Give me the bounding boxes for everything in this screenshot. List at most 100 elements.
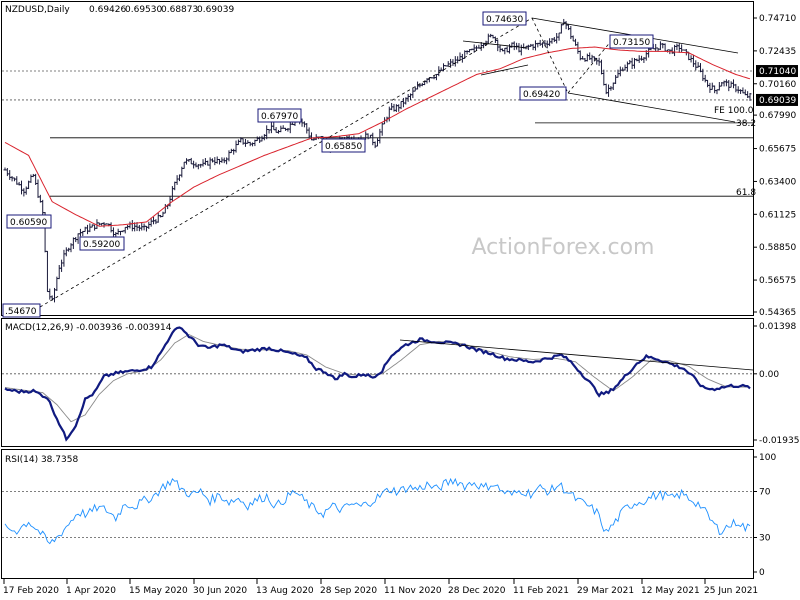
price-tick-label: 0.70160 — [759, 80, 796, 90]
ohlc-bar — [86, 224, 90, 235]
price-axis: 0.74710 0.72435 0.70160 0.67990 0.65675 0.634… — [753, 14, 798, 318]
svg-text:0.59200: 0.59200 — [83, 240, 120, 250]
price-tick-label: 0.74710 — [759, 14, 796, 24]
rsi-tick-label: 0 — [759, 568, 765, 578]
time-tick-label: 11 Nov 2020 — [384, 586, 442, 596]
ohlc-bar — [411, 87, 415, 98]
rsi-pane: 100 70 30 0 — [2, 453, 776, 578]
ohlc-bar — [279, 125, 283, 133]
ohlc-bar — [380, 122, 384, 136]
ohlc-bar — [625, 61, 629, 72]
ohlc-bar — [163, 204, 167, 214]
ohlc-bar — [453, 56, 457, 67]
ohlc-bar — [88, 223, 92, 233]
time-tick-label: 25 Jun 2021 — [704, 586, 758, 596]
ohlc-bar — [189, 157, 193, 165]
macd-tick-label: -0.019352 — [759, 436, 800, 446]
svg-text:0.74630: 0.74630 — [486, 15, 523, 25]
price-label-059200: 0.59200 — [79, 236, 125, 251]
ohlc-bar — [557, 32, 561, 41]
price-tag-label: 0.71040 — [759, 67, 796, 77]
macd-pane-frame — [1, 318, 754, 447]
ohlc-bar — [371, 132, 375, 146]
ohlc-bar — [748, 92, 752, 101]
ohlc-bar — [503, 47, 507, 55]
ohlc-bar — [703, 74, 707, 83]
rsi-tick-label: 100 — [759, 453, 776, 463]
ohlc-bar — [45, 250, 49, 293]
ohlc-bar — [708, 82, 712, 93]
price-tag-box — [756, 93, 798, 106]
moving-average-line — [4, 46, 751, 227]
rsi-tick-label: 30 — [759, 534, 771, 544]
ohlc-bar — [724, 79, 728, 87]
ohlc-open: 0.69426 — [89, 5, 126, 15]
ohlc-bar — [566, 24, 570, 31]
ohlc-bar — [538, 39, 542, 46]
ohlc-bar — [48, 288, 52, 300]
ohlc-bar — [36, 179, 40, 198]
ohlc-bar — [241, 138, 245, 145]
price-pane-frame — [1, 1, 754, 316]
ohlc-bar — [126, 224, 130, 230]
ohlc-high: 0.69530 — [125, 5, 162, 15]
svg-text:.54670: .54670 — [5, 307, 37, 317]
ohlc-bar — [210, 158, 214, 163]
time-tick-label: 13 Aug 2020 — [256, 586, 314, 596]
ohlc-bar — [60, 259, 64, 272]
ohlc-bar — [731, 79, 735, 89]
time-tick-label: 30 Jun 2020 — [193, 586, 247, 596]
ohlc-bar — [102, 222, 106, 228]
ohlc-bar — [208, 157, 212, 170]
time-tick-label: 17 Feb 2020 — [3, 586, 59, 596]
price-label-065850: 0.65850 — [321, 138, 366, 153]
ohlc-bar — [173, 181, 177, 191]
ohlc-bar — [399, 101, 403, 110]
ohlc-bar — [555, 33, 559, 44]
ohlc-bar — [24, 186, 28, 195]
price-symbol-title: NZDUSD,Daily — [5, 5, 70, 15]
channel-lower-line — [567, 92, 736, 123]
ohlc-bar — [571, 35, 575, 42]
flag-upper-line — [462, 40, 529, 49]
time-tick-label: 28 Sep 2020 — [320, 586, 377, 596]
ohlc-bar — [93, 224, 97, 231]
price-tick-label: 0.65675 — [759, 145, 796, 155]
ohlc-bar — [552, 36, 556, 43]
ohlc-bar — [376, 138, 379, 147]
svg-text:0.65850: 0.65850 — [325, 142, 362, 152]
ohlc-bar — [305, 122, 309, 134]
ohlc-bar — [5, 168, 9, 177]
ohlc-bar — [734, 83, 738, 93]
svg-text:0.67970: 0.67970 — [261, 112, 298, 122]
ohlc-bar — [213, 157, 217, 166]
ohlc-bar — [15, 176, 19, 185]
ohlc-bar — [232, 148, 236, 155]
rsi-title: RSI(14) 38.7358 — [5, 455, 78, 465]
macd-signal-line — [4, 333, 751, 423]
ohlc-bar — [526, 44, 530, 51]
price-tick-label: 0.61125 — [759, 210, 796, 220]
macd-line — [4, 326, 751, 442]
ohlc-bar — [265, 125, 269, 140]
time-tick-label: 29 Mar 2021 — [577, 586, 634, 596]
ohlc-bar — [585, 53, 589, 62]
flag-lower-line — [480, 64, 529, 76]
fib-label-fe100: FE 100.0 — [714, 106, 754, 116]
ohlc-bar — [486, 33, 490, 45]
ohlc-bar — [272, 122, 276, 131]
ohlc-bar — [729, 81, 733, 88]
ohlc-bar — [630, 57, 634, 70]
price-tag-label: 0.69039 — [759, 96, 796, 106]
ohlc-bar — [168, 196, 172, 207]
ohlc-bar — [706, 79, 710, 88]
macd-title: MACD(12,26,9) -0.003936 -0.003914 — [5, 323, 172, 333]
ohlc-bar — [144, 225, 148, 232]
ohlc-bar — [286, 127, 290, 132]
ohlc-bar — [309, 132, 313, 141]
ohlc-bar — [406, 94, 410, 102]
ohlc-bar — [76, 233, 80, 244]
price-tag-box — [756, 65, 798, 78]
ohlc-bar — [373, 141, 377, 149]
